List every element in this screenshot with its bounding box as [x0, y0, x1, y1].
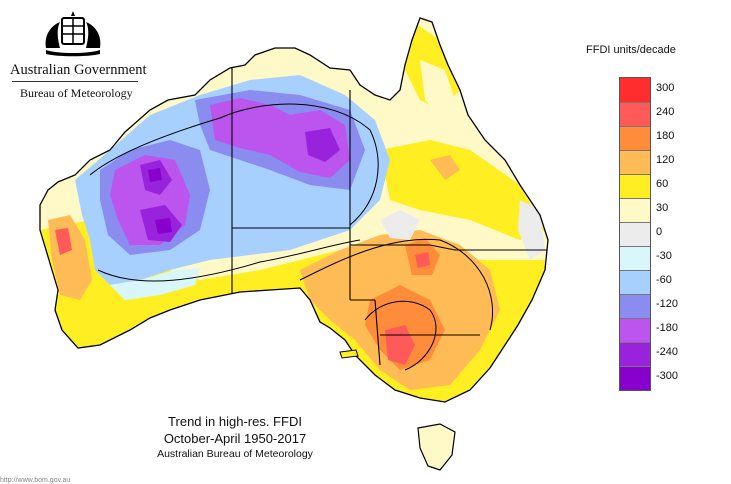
credit-url: http://www.bom.gov.au	[0, 477, 71, 484]
australia-map	[39, 17, 549, 471]
caption-source: Australian Bureau of Meteorology	[157, 448, 313, 460]
legend-label: -300	[656, 370, 679, 382]
legend-label: 300	[656, 82, 675, 94]
legend-swatch	[620, 222, 650, 246]
legend-swatch	[620, 78, 650, 102]
legend-label: -240	[656, 346, 679, 358]
legend-swatch	[620, 126, 650, 150]
government-name: Australian Government	[10, 62, 147, 78]
coat-of-arms-icon	[45, 11, 101, 57]
legend-label: 120	[656, 154, 675, 166]
legend-swatch	[620, 270, 650, 294]
legend-label: 30	[656, 202, 669, 214]
government-header: Australian Government Bureau of Meteorol…	[0, 0, 160, 110]
legend-label: 240	[656, 106, 675, 118]
kangaroo-island	[339, 349, 359, 359]
legend-label: 60	[656, 178, 669, 190]
state-borders	[231, 60, 548, 366]
caption-period: October-April 1950-2017	[163, 431, 307, 446]
legend-label: -60	[656, 274, 672, 286]
legend-label: -180	[656, 322, 679, 334]
legend-label: -120	[656, 298, 679, 310]
tasmania	[417, 423, 456, 471]
caption-title: Trend in high-res. FFDI	[168, 414, 302, 429]
legend-swatch	[620, 294, 650, 318]
legend-title: FFDI units/decade	[586, 44, 676, 56]
legend-swatch	[620, 318, 650, 342]
map-caption: Trend in high-res. FFDI October-April 19…	[150, 413, 320, 461]
legend-label: 180	[656, 130, 675, 142]
legend-swatch	[620, 198, 650, 222]
map-legend: FFDI units/decade 300 240 180 120 60 30 0 -30 -6…	[586, 44, 726, 424]
legend-swatch	[620, 174, 650, 198]
legend-swatch	[620, 366, 650, 390]
legend-swatch	[620, 246, 650, 270]
legend-swatch	[620, 102, 650, 126]
agency-name: Bureau of Meteorology	[20, 86, 133, 100]
legend-swatch	[620, 150, 650, 174]
legend-label: -30	[656, 250, 672, 262]
legend-colorbar	[619, 77, 651, 391]
legend-label: 0	[656, 226, 663, 238]
header-divider	[12, 81, 138, 82]
legend-swatch	[620, 342, 650, 366]
map-area	[39, 17, 549, 471]
contour-lines	[89, 103, 494, 371]
